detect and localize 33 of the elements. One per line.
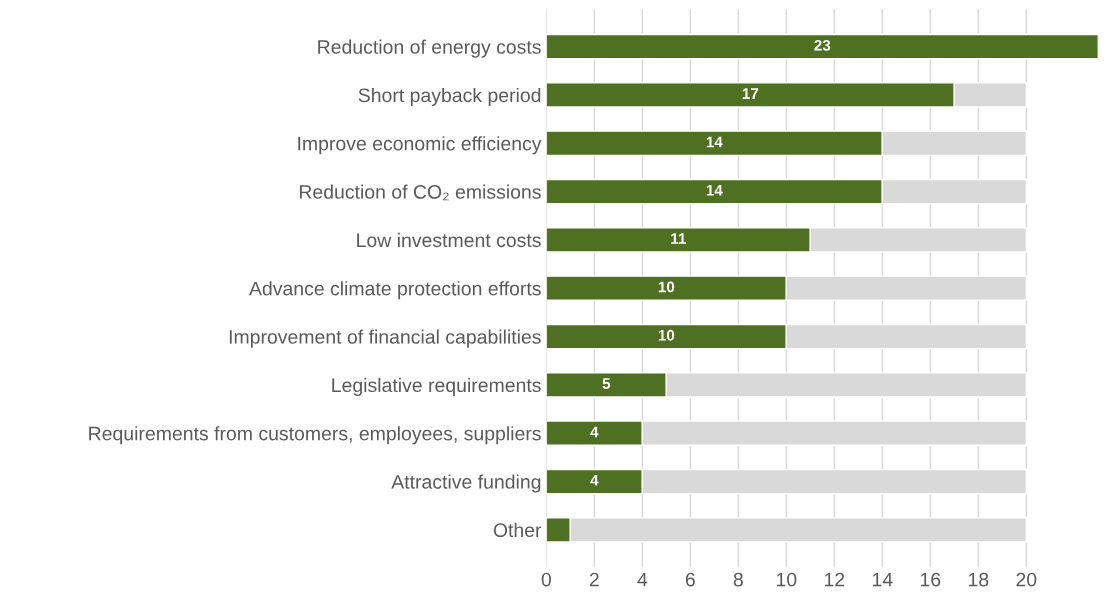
x-tick-label: 12 bbox=[824, 572, 845, 587]
x-tick-label: 20 bbox=[1016, 572, 1037, 587]
x-tick-label: 16 bbox=[920, 572, 941, 587]
data-label: 14 bbox=[706, 136, 723, 148]
bar bbox=[546, 33, 1099, 60]
x-tick-label: 6 bbox=[685, 572, 695, 587]
data-label: 5 bbox=[602, 378, 611, 389]
x-tick-label: 18 bbox=[968, 572, 989, 587]
y-tick-label: Reduction of energy costs bbox=[318, 39, 541, 58]
data-label: 10 bbox=[658, 329, 675, 341]
data-label: 4 bbox=[590, 474, 599, 486]
data-label: 17 bbox=[742, 88, 759, 99]
y-tick-label: Low investment costs bbox=[357, 232, 541, 248]
y-tick-label: Improve economic efficiency bbox=[298, 136, 542, 155]
data-label: 10 bbox=[658, 281, 675, 293]
y-tick-label: Other bbox=[493, 522, 542, 538]
y-tick-label: Attractive funding bbox=[391, 474, 541, 493]
x-tick-label: 10 bbox=[776, 572, 797, 587]
data-label: 4 bbox=[590, 426, 599, 438]
data-label: 23 bbox=[814, 39, 831, 51]
y-tick-label: Improvement of financial capabilities bbox=[229, 329, 541, 348]
x-tick-label: 0 bbox=[541, 572, 551, 587]
x-tick-label: 4 bbox=[637, 572, 648, 587]
x-tick-label: 8 bbox=[733, 572, 743, 587]
y-tick-label: Advance climate protection efforts bbox=[249, 281, 541, 300]
x-tick-label: 2 bbox=[589, 572, 599, 587]
y-tick-label: Legislative requirements bbox=[332, 377, 541, 396]
x-tick-label: 14 bbox=[872, 572, 893, 587]
y-tick-label: Requirements from customers, employees, suppliers bbox=[89, 426, 541, 445]
y-tick-label: Reduction of CO₂ emissions bbox=[299, 184, 541, 201]
data-label: 11 bbox=[671, 233, 686, 244]
y-tick-label: Short payback period bbox=[358, 87, 541, 107]
data-label: 14 bbox=[706, 185, 723, 196]
